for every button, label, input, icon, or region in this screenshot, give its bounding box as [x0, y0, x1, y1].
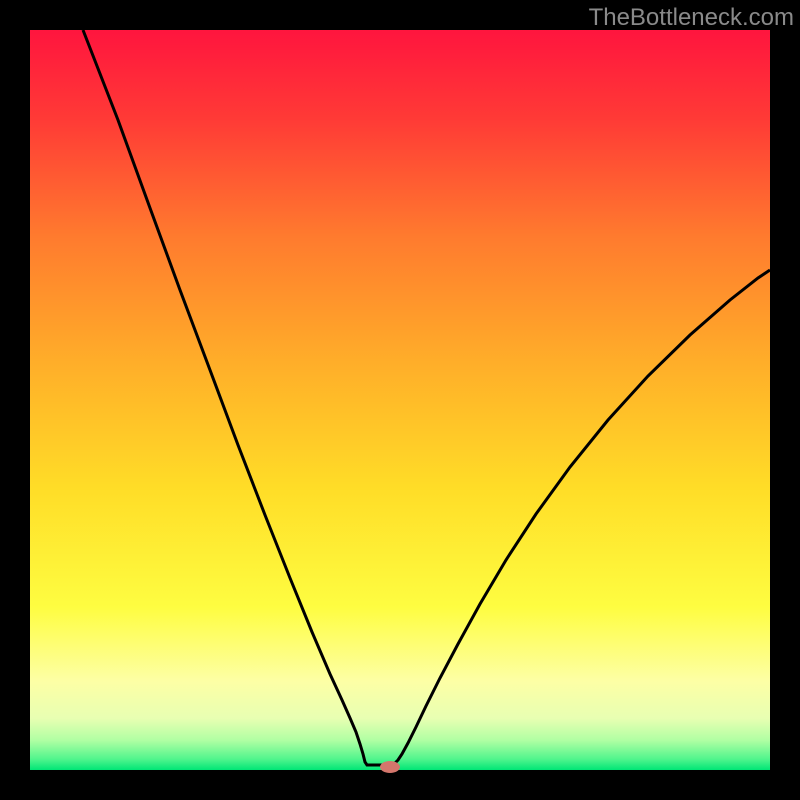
plot-background	[30, 30, 770, 770]
bottleneck-chart	[0, 0, 800, 800]
watermark-label: TheBottleneck.com	[589, 4, 794, 32]
chart-container: TheBottleneck.com	[0, 0, 800, 800]
optimum-marker	[380, 761, 400, 773]
